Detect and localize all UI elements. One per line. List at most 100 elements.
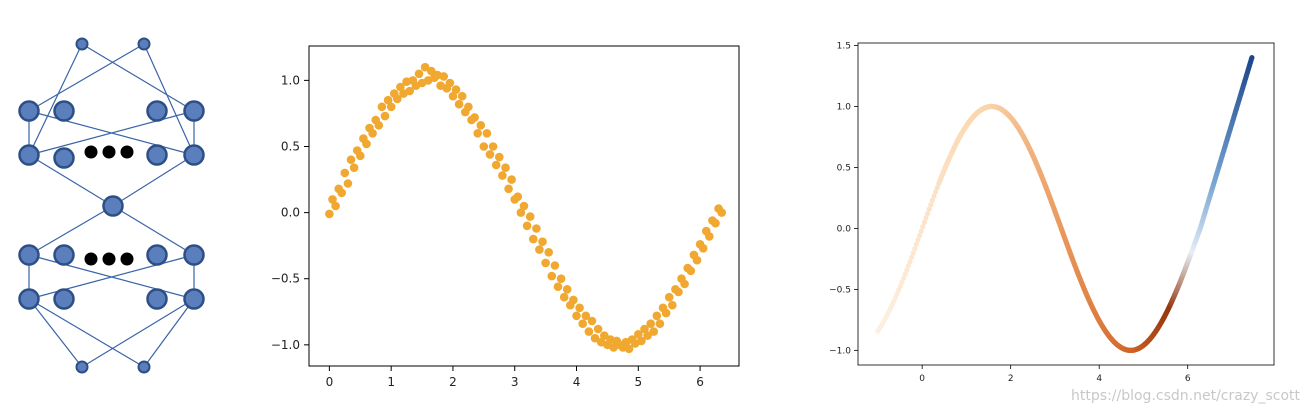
ellipsis-dots-icon	[84, 252, 98, 266]
network-edge	[28, 298, 83, 368]
circle-node-icon	[53, 147, 75, 169]
data-point	[337, 188, 347, 198]
data-point	[393, 94, 402, 104]
y-tick-label: −0.5	[829, 285, 851, 295]
data-point	[590, 333, 600, 343]
data-point	[328, 195, 337, 204]
data-point	[346, 155, 356, 164]
data-point	[686, 266, 696, 276]
circle-node-icon	[53, 100, 75, 122]
circle-node-icon	[75, 360, 89, 374]
data-point	[593, 324, 603, 334]
data-point	[661, 308, 671, 318]
data-point	[562, 285, 572, 294]
data-point	[451, 85, 461, 94]
curve-point	[928, 202, 934, 208]
data-point	[522, 221, 532, 231]
x-tick-label: 2	[1008, 374, 1014, 384]
curve-point	[926, 206, 932, 212]
y-tick-label: 0.5	[837, 163, 851, 173]
data-point	[664, 292, 674, 302]
data-point	[624, 344, 634, 354]
data-point	[553, 282, 563, 292]
data-point	[519, 201, 529, 211]
curve-point	[897, 283, 904, 289]
curve-point	[896, 287, 902, 293]
curve-point	[920, 224, 926, 230]
y-tick-label: −1.0	[271, 338, 300, 352]
data-point	[655, 319, 665, 329]
data-point	[550, 261, 560, 270]
data-point	[575, 303, 584, 313]
data-point	[600, 331, 609, 340]
curve-point	[915, 237, 921, 243]
circle-node-icon	[146, 100, 168, 122]
data-point	[507, 175, 516, 184]
data-point	[668, 300, 677, 310]
network-edge	[28, 205, 114, 256]
y-tick-label: 0.5	[281, 139, 300, 153]
data-point	[572, 311, 581, 321]
curve-point	[902, 271, 908, 277]
data-point	[349, 163, 359, 172]
data-point	[717, 208, 726, 217]
data-point	[482, 129, 492, 138]
data-point	[476, 121, 486, 130]
curve-point	[921, 219, 928, 225]
curve-point	[934, 185, 940, 191]
x-tick-label: 6	[696, 375, 704, 389]
circle-node-icon	[75, 37, 89, 51]
data-point	[501, 163, 510, 172]
data-point	[544, 248, 553, 257]
network-edge	[143, 43, 195, 156]
data-point	[473, 129, 483, 138]
data-point	[491, 160, 501, 170]
data-point	[331, 201, 340, 211]
data-point	[504, 184, 513, 194]
y-tick-label: 1.5	[837, 41, 851, 51]
data-point	[569, 295, 578, 305]
y-tick-label: −0.5	[271, 272, 300, 286]
data-point	[535, 245, 544, 254]
circle-node-icon	[183, 288, 205, 310]
data-point	[581, 311, 591, 321]
chart2-x-ticks: 0 2 4 6	[919, 365, 1191, 384]
chart2-points	[875, 55, 1255, 353]
data-point	[559, 292, 569, 302]
circle-node-icon	[102, 195, 124, 217]
data-point	[386, 102, 396, 112]
chart1-x-ticks: 0 1 2 3 4 5 6	[326, 366, 704, 389]
data-point	[340, 168, 350, 178]
data-point	[646, 319, 655, 329]
data-point	[485, 150, 495, 159]
x-tick-label: 0	[326, 375, 334, 389]
data-point	[427, 66, 436, 76]
data-point	[488, 142, 498, 151]
ellipsis-dots-icon	[120, 145, 134, 159]
x-tick-label: 6	[1185, 374, 1191, 384]
data-point	[498, 171, 507, 180]
circle-node-icon	[18, 288, 40, 310]
curve-point	[923, 215, 929, 221]
colormap-curve-chart: 0 2 4 6 −1.0 −0.5 0.0 0.5 1.0 1.5	[829, 41, 1275, 384]
data-point	[516, 208, 526, 217]
network-edge	[28, 110, 195, 156]
data-point	[454, 99, 464, 109]
data-point	[634, 330, 643, 339]
data-point	[368, 129, 377, 138]
curve-point	[899, 279, 905, 285]
circle-node-icon	[146, 244, 168, 266]
curve-point	[933, 189, 939, 195]
curve-point	[918, 228, 924, 234]
curve-point	[907, 259, 913, 265]
curve-point	[905, 263, 912, 269]
data-point	[674, 287, 683, 297]
curve-point	[913, 241, 920, 247]
y-tick-label: −1.0	[829, 346, 851, 356]
data-point	[529, 234, 538, 244]
data-point	[584, 327, 594, 336]
circle-node-icon	[146, 288, 168, 310]
data-point	[362, 139, 371, 149]
data-point	[445, 78, 455, 88]
ellipsis-dots-icon	[120, 252, 134, 266]
